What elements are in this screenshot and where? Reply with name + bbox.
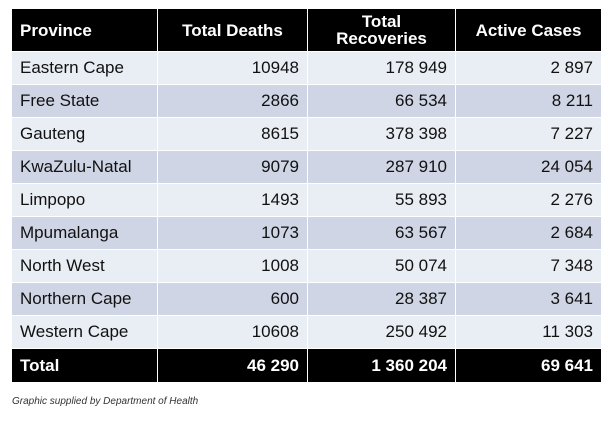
cell-total-deaths: 1073 [157, 216, 308, 250]
provincial-stats-table: Province Total Deaths Total Recoveries A… [11, 8, 602, 383]
cell-total-recoveries: 28 387 [307, 282, 456, 316]
cell-total-recoveries: 50 074 [307, 249, 456, 283]
cell-province: North West [11, 249, 158, 283]
table-header-row: Province Total Deaths Total Recoveries A… [11, 8, 602, 52]
header-total-recoveries-line2: Recoveries [336, 29, 427, 48]
table-row: Northern Cape 600 28 387 3 641 [11, 282, 602, 316]
cell-total-deaths: 10608 [157, 315, 308, 349]
cell-active-cases: 7 348 [455, 249, 602, 283]
cell-total-deaths: 1008 [157, 249, 308, 283]
cell-total-deaths: 9079 [157, 150, 308, 184]
provincial-stats-table-container: Province Total Deaths Total Recoveries A… [11, 8, 602, 383]
cell-active-cases: 2 684 [455, 216, 602, 250]
cell-active-cases: 11 303 [455, 315, 602, 349]
cell-total-deaths: 8615 [157, 117, 308, 151]
table-row: Limpopo 1493 55 893 2 276 [11, 183, 602, 217]
cell-active-cases: 7 227 [455, 117, 602, 151]
table-row: Eastern Cape 10948 178 949 2 897 [11, 51, 602, 85]
cell-total-recoveries: 178 949 [307, 51, 456, 85]
total-row: Total 46 290 1 360 204 69 641 [11, 348, 602, 383]
header-total-recoveries-line1: Total [361, 12, 402, 31]
cell-total-recoveries: 66 534 [307, 84, 456, 118]
cell-province: Northern Cape [11, 282, 158, 316]
cell-province: Free State [11, 84, 158, 118]
cell-active-cases: 8 211 [455, 84, 602, 118]
table-row: KwaZulu-Natal 9079 287 910 24 054 [11, 150, 602, 184]
table-row: Mpumalanga 1073 63 567 2 684 [11, 216, 602, 250]
cell-province: Eastern Cape [11, 51, 158, 85]
total-label: Total [11, 348, 158, 383]
cell-active-cases: 2 276 [455, 183, 602, 217]
cell-total-deaths: 10948 [157, 51, 308, 85]
cell-total-deaths: 600 [157, 282, 308, 316]
header-total-recoveries: Total Recoveries [307, 8, 456, 52]
header-total-deaths: Total Deaths [157, 8, 308, 52]
cell-total-recoveries: 55 893 [307, 183, 456, 217]
cell-total-recoveries: 250 492 [307, 315, 456, 349]
table-row: North West 1008 50 074 7 348 [11, 249, 602, 283]
cell-active-cases: 24 054 [455, 150, 602, 184]
table-row: Free State 2866 66 534 8 211 [11, 84, 602, 118]
cell-total-recoveries: 287 910 [307, 150, 456, 184]
cell-active-cases: 2 897 [455, 51, 602, 85]
cell-province: Gauteng [11, 117, 158, 151]
source-credit: Graphic supplied by Department of Health [12, 396, 199, 407]
cell-active-cases: 3 641 [455, 282, 602, 316]
cell-province: Western Cape [11, 315, 158, 349]
total-active: 69 641 [455, 348, 602, 383]
cell-total-deaths: 1493 [157, 183, 308, 217]
table-row: Gauteng 8615 378 398 7 227 [11, 117, 602, 151]
cell-total-recoveries: 63 567 [307, 216, 456, 250]
table-body: Eastern Cape 10948 178 949 2 897 Free State 2… [11, 51, 602, 349]
cell-total-recoveries: 378 398 [307, 117, 456, 151]
header-active-cases: Active Cases [455, 8, 602, 52]
total-deaths: 46 290 [157, 348, 308, 383]
cell-province: Mpumalanga [11, 216, 158, 250]
header-province: Province [11, 8, 158, 52]
cell-province: Limpopo [11, 183, 158, 217]
cell-total-deaths: 2866 [157, 84, 308, 118]
table-row: Western Cape 10608 250 492 11 303 [11, 315, 602, 349]
cell-province: KwaZulu-Natal [11, 150, 158, 184]
total-recoveries: 1 360 204 [307, 348, 456, 383]
